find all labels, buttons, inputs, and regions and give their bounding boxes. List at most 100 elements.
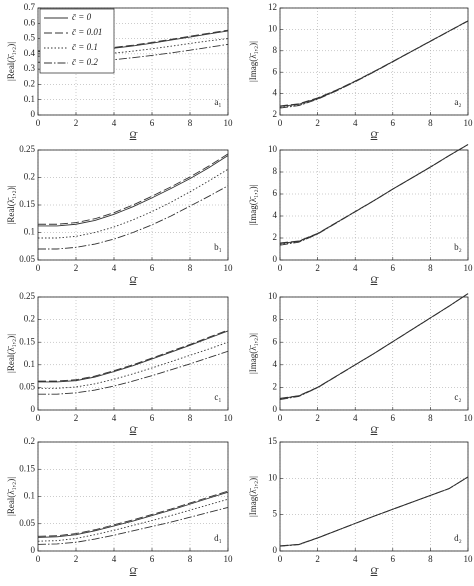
curve [279, 293, 469, 400]
y-tick-label: 0.05 [19, 254, 35, 264]
x-tick-label: 6 [150, 554, 155, 564]
curve [279, 293, 469, 400]
x-tick-label: 0 [278, 554, 283, 564]
panel: 0 0.1 0.2 0.3 0.4 0.5 0.6 0.7 0 2 4 6 8 10 a₁ Ω̄ |Real(λ… [6, 2, 233, 140]
curve [37, 490, 229, 537]
y-tick-label: 2 [273, 381, 278, 391]
y-tick-label: 0.2 [24, 78, 35, 88]
x-tick-label: 4 [112, 554, 117, 564]
x-tick-label: 10 [224, 554, 234, 564]
y-tick-label: 0.15 [19, 199, 35, 209]
x-axis-label: Ω̄ [371, 566, 380, 576]
x-tick-label: 0 [278, 118, 283, 128]
x-tick-label: 6 [391, 554, 396, 564]
x-tick-label: 10 [224, 413, 234, 423]
x-tick-label: 0 [36, 554, 41, 564]
x-axis-label: Ω̄ [371, 425, 380, 435]
curve [279, 293, 469, 399]
x-axis-label: Ω̄ [371, 275, 380, 285]
x-tick-label: 2 [315, 263, 320, 273]
x-tick-label: 10 [464, 118, 474, 128]
y-tick-label: 10 [268, 23, 278, 33]
x-tick-label: 6 [391, 118, 396, 128]
curve [38, 330, 229, 383]
curve [37, 491, 229, 538]
y-tick-label: 0.5 [24, 33, 36, 43]
x-tick-label: 6 [150, 263, 155, 273]
y-tick-label: 0.05 [19, 518, 35, 528]
x-tick-label: 6 [150, 118, 155, 128]
y-tick-label: 0.7 [24, 2, 36, 12]
x-tick-label: 2 [315, 118, 320, 128]
y-tick-label: 4 [273, 210, 278, 220]
x-tick-label: 10 [464, 413, 474, 423]
x-tick-label: 6 [391, 263, 396, 273]
x-tick-label: 8 [428, 118, 433, 128]
y-tick-label: 0.15 [19, 336, 35, 346]
y-tick-label: 0.1 [24, 491, 35, 501]
y-tick-label: 0.1 [24, 359, 35, 369]
curve [279, 20, 469, 109]
y-tick-label: 0 [31, 109, 36, 119]
plot-frame [279, 149, 469, 261]
panel: 0 2 4 6 8 10 0 2 4 6 8 10 b₂ Ω̄ |Imag(λ̄₁,₂)| [248, 144, 473, 285]
panel: 0 2 4 6 8 10 0 2 4 6 8 10 c₂ Ω̄ |Imag(λ̄₁,₂)| [248, 291, 473, 435]
y-tick-label: 0.05 [19, 381, 35, 391]
y-tick-label: 8 [273, 166, 278, 176]
x-tick-label: 4 [112, 263, 117, 273]
x-tick-label: 4 [353, 554, 358, 564]
x-tick-label: 0 [278, 413, 283, 423]
y-axis-label: |Real(λ̄₁,₂)| [6, 42, 16, 81]
curve [38, 350, 229, 395]
y-tick-label: 4 [273, 88, 278, 98]
y-tick-label: 0 [273, 545, 278, 555]
y-tick-label: 0.6 [24, 17, 36, 27]
curve [38, 29, 229, 52]
curve [38, 341, 229, 389]
curve [279, 20, 469, 108]
y-tick-label: 0.2 [24, 172, 35, 182]
plot-frame [37, 296, 229, 411]
curve [38, 155, 229, 227]
y-tick-label: 0.1 [24, 94, 35, 104]
y-axis-label: |Real(λ̄₁,₂)| [6, 477, 16, 516]
x-tick-label: 0 [36, 118, 41, 128]
curve [37, 498, 229, 542]
panel-label: b₁ [214, 242, 222, 252]
y-tick-label: 0 [31, 545, 36, 555]
curve [279, 293, 469, 401]
legend-box [39, 8, 115, 74]
x-tick-label: 0 [278, 263, 283, 273]
plot-frame [279, 296, 469, 411]
x-tick-label: 10 [224, 263, 234, 273]
y-axis-label: |Imag(λ̄₁,₂)| [248, 184, 258, 225]
legend-label: c̄ = 0 [72, 12, 92, 22]
panel-label: a₂ [454, 97, 461, 107]
x-tick-label: 10 [224, 118, 234, 128]
y-tick-label: 10 [268, 144, 278, 154]
y-tick-label: 0.25 [19, 144, 35, 154]
y-axis-label: |Real(λ̄₁,₂)| [6, 334, 16, 373]
y-tick-label: 10 [268, 291, 278, 301]
plot-frame [37, 441, 229, 552]
x-tick-label: 4 [353, 118, 358, 128]
y-tick-label: 0.3 [24, 63, 36, 73]
x-tick-label: 8 [428, 263, 433, 273]
y-tick-label: 0.15 [19, 463, 35, 473]
y-tick-label: 0.1 [24, 227, 35, 237]
plot-frame [279, 441, 469, 552]
y-tick-label: 0.25 [19, 291, 35, 301]
curve [279, 476, 469, 547]
x-tick-label: 6 [150, 413, 155, 423]
panel-label: d₁ [214, 533, 222, 543]
x-tick-label: 8 [188, 554, 193, 564]
x-tick-label: 8 [188, 413, 193, 423]
plot-frame [37, 149, 229, 261]
y-tick-label: 15 [268, 436, 278, 446]
curve [279, 20, 469, 107]
x-axis-label: Ω̄ [130, 425, 139, 435]
y-tick-label: 6 [273, 188, 278, 198]
x-tick-label: 10 [464, 263, 474, 273]
curve [38, 329, 229, 382]
plot-frame [279, 7, 469, 116]
